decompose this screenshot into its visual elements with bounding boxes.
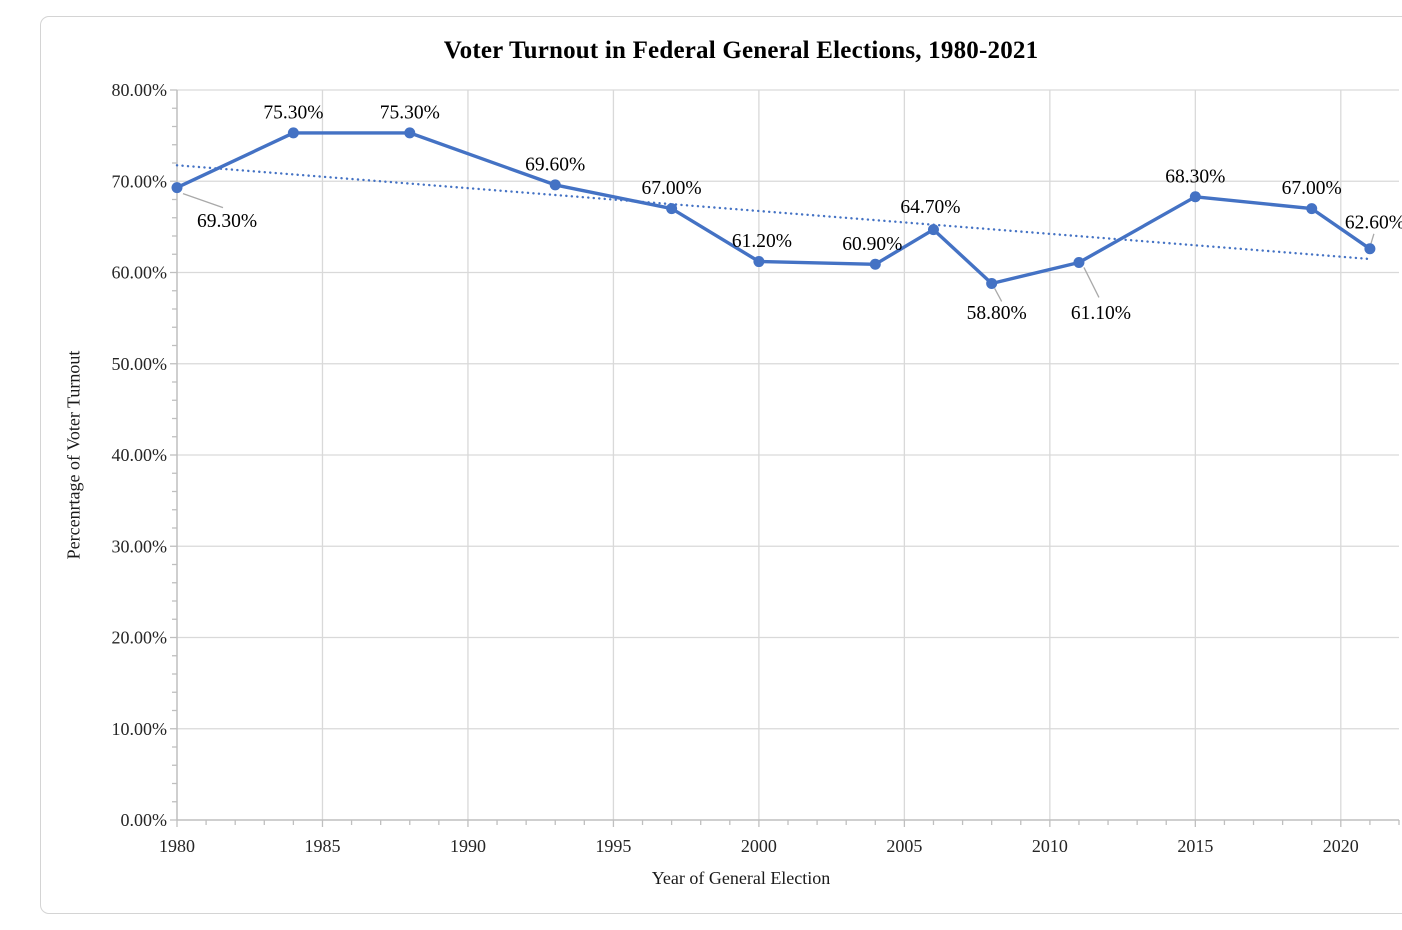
label-leader-line bbox=[182, 193, 224, 209]
data-label: 62.60% bbox=[1345, 212, 1402, 233]
data-label: 61.10% bbox=[1071, 303, 1131, 324]
data-label: 69.60% bbox=[525, 154, 585, 175]
plot-canvas: 0.00% 10.00% 20.00% 30.00% 40.00% 50.00% 60.00… bbox=[112, 80, 1402, 856]
y-tick-label: 60.00% bbox=[112, 263, 168, 283]
data-point bbox=[927, 224, 939, 236]
tick-marks bbox=[170, 89, 1400, 827]
gridlines bbox=[177, 89, 1399, 820]
y-tick-label: 50.00% bbox=[112, 354, 168, 374]
data-label: 69.30% bbox=[197, 211, 257, 232]
y-tick-label: 70.00% bbox=[112, 171, 168, 191]
y-tick-label: 40.00% bbox=[112, 445, 168, 465]
x-tick-label: 2005 bbox=[886, 836, 922, 856]
data-label: 58.80% bbox=[967, 303, 1027, 324]
data-point bbox=[287, 127, 299, 139]
label-leader-line bbox=[1083, 267, 1100, 298]
x-tick-labels: 1980 1985 1990 1995 2000 2005 2010 2015 2020 bbox=[159, 836, 1359, 856]
data-point bbox=[869, 258, 881, 270]
data-point bbox=[666, 203, 678, 215]
data-point bbox=[986, 277, 998, 289]
data-label: 68.30% bbox=[1165, 166, 1225, 187]
x-tick-label: 2020 bbox=[1323, 836, 1359, 856]
data-label: 75.30% bbox=[263, 102, 323, 123]
turnout-line bbox=[175, 131, 1372, 286]
chart-title: Voter Turnout in Federal General Electio… bbox=[443, 37, 1039, 64]
y-tick-label: 80.00% bbox=[112, 80, 168, 100]
y-axis-title: Percenrtage of Voter Turnout bbox=[63, 350, 84, 560]
data-label: 61.20% bbox=[732, 231, 792, 252]
y-tick-labels: 0.00% 10.00% 20.00% 30.00% 40.00% 50.00% 60.00… bbox=[112, 80, 168, 830]
x-tick-label: 2015 bbox=[1177, 836, 1213, 856]
data-label: 67.00% bbox=[642, 178, 702, 199]
data-label: 75.30% bbox=[380, 102, 440, 123]
data-point bbox=[1306, 203, 1318, 215]
label-leader-line bbox=[1370, 233, 1375, 244]
data-point bbox=[404, 127, 416, 139]
data-point bbox=[171, 182, 183, 194]
data-point bbox=[1073, 256, 1085, 268]
y-tick-label: 0.00% bbox=[121, 810, 168, 830]
data-label: 64.70% bbox=[900, 197, 960, 218]
x-tick-label: 2010 bbox=[1032, 836, 1068, 856]
voter-turnout-chart: Voter Turnout in Federal General Electio… bbox=[40, 16, 1402, 914]
data-point bbox=[549, 179, 561, 191]
data-points bbox=[171, 127, 1376, 289]
data-point bbox=[753, 256, 765, 268]
x-tick-label: 1995 bbox=[595, 836, 631, 856]
data-point bbox=[1189, 191, 1201, 203]
x-tick-label: 2000 bbox=[741, 836, 777, 856]
data-labels: 69.30% 75.30% 75.30% 69.60% 67.00% 61.20% 60.9… bbox=[197, 102, 1402, 324]
data-point bbox=[1364, 243, 1376, 255]
y-tick-label: 20.00% bbox=[112, 628, 168, 648]
x-axis-title: Year of General Election bbox=[651, 868, 831, 888]
y-tick-label: 10.00% bbox=[112, 719, 168, 739]
leader-lines bbox=[182, 193, 1375, 302]
x-tick-label: 1990 bbox=[450, 836, 486, 856]
y-tick-label: 30.00% bbox=[112, 536, 168, 556]
data-label: 67.00% bbox=[1282, 178, 1342, 199]
x-tick-label: 1985 bbox=[304, 836, 340, 856]
label-leader-line bbox=[994, 288, 1003, 302]
data-label: 60.90% bbox=[842, 234, 902, 255]
x-tick-label: 1980 bbox=[159, 836, 195, 856]
